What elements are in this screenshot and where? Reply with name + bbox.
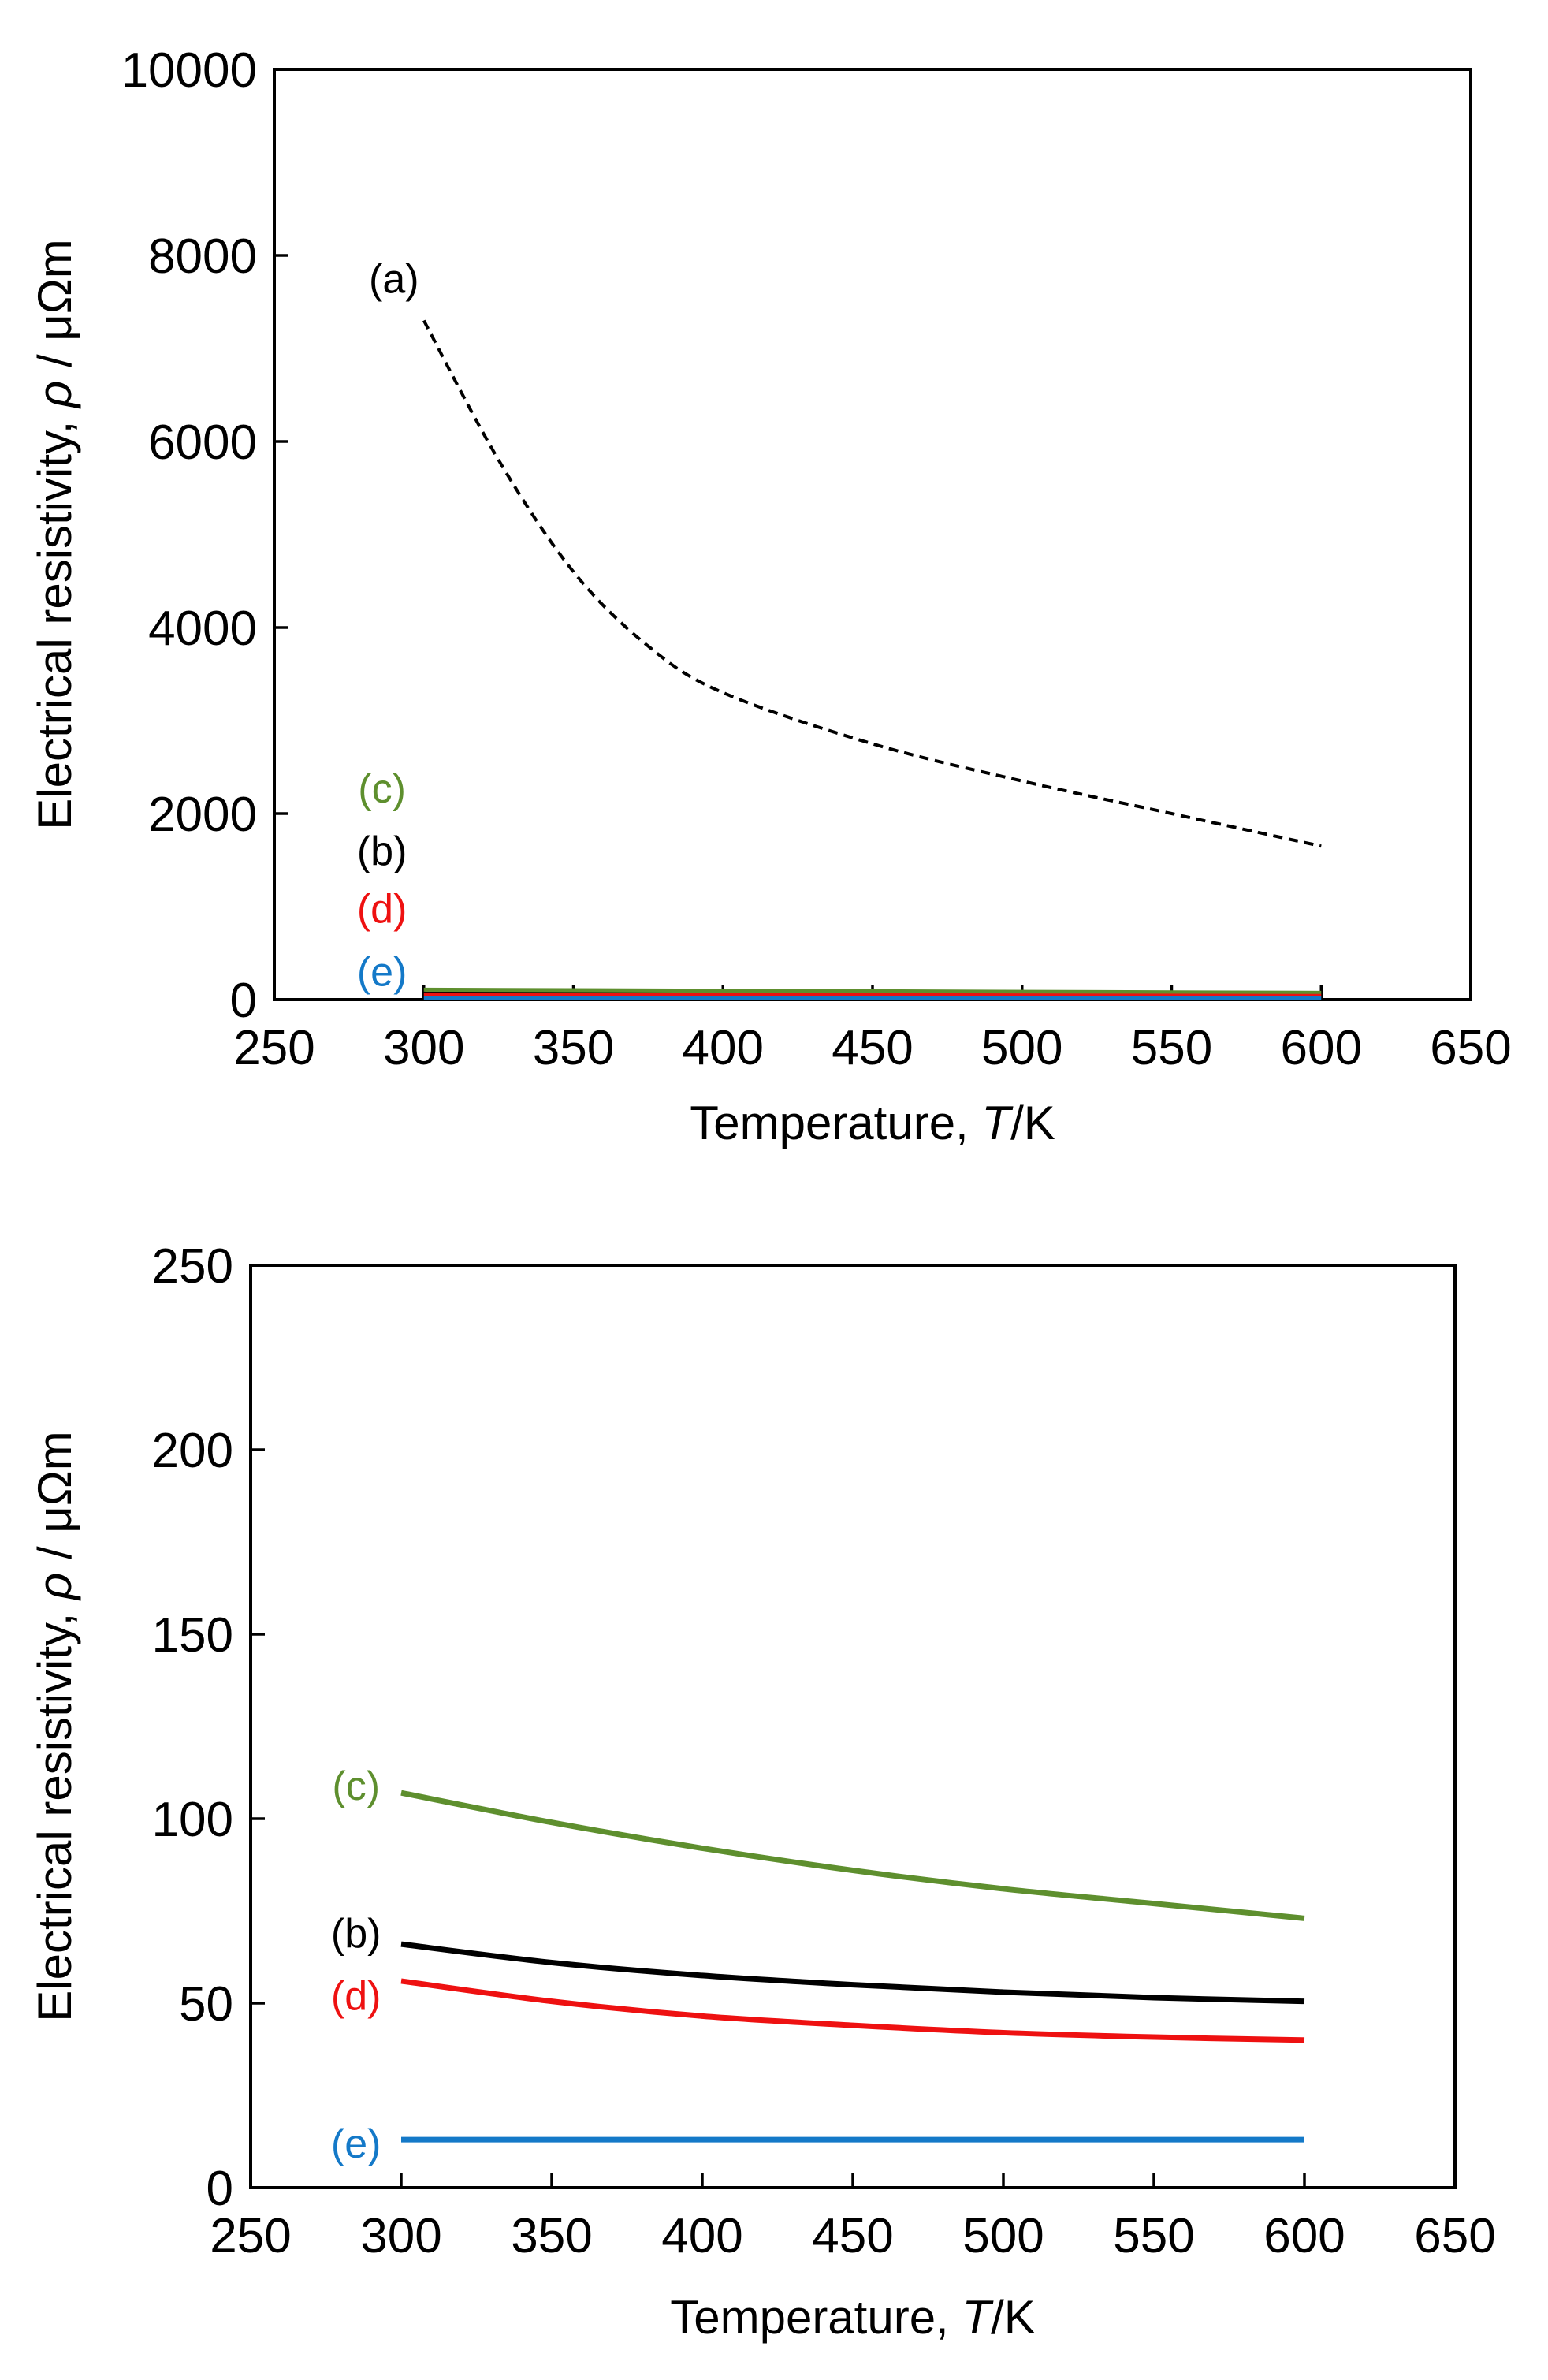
x-tick-label: 600 bbox=[1281, 1021, 1362, 1075]
x-tick-label: 350 bbox=[533, 1021, 614, 1075]
y-tick-label: 6000 bbox=[148, 415, 257, 470]
y-tick-label: 10000 bbox=[121, 43, 257, 98]
plot-frame bbox=[273, 68, 1472, 1001]
series-label-c: (c) bbox=[332, 1764, 380, 1809]
y-axis-label: Electrical resistivity, ρ / μΩm bbox=[28, 239, 81, 829]
series-line-c bbox=[423, 987, 1322, 995]
y-axis-variable: ρ bbox=[28, 381, 81, 409]
x-tick-label: 300 bbox=[383, 1021, 464, 1075]
x-tick-label: 500 bbox=[981, 1021, 1062, 1075]
x-tick-label: 350 bbox=[511, 2209, 592, 2263]
x-tick-label: 550 bbox=[1113, 2209, 1194, 2263]
series-line-b bbox=[400, 1941, 1305, 2005]
x-axis-unit: /K bbox=[991, 2291, 1036, 2344]
series-label-b: (b) bbox=[331, 1911, 381, 1957]
x-tick-label: 400 bbox=[683, 1021, 764, 1075]
y-axis-label-text: Electrical resistivity, bbox=[28, 1600, 81, 2022]
series-line-a bbox=[422, 319, 1322, 848]
chart-1: 250 300 350 400 450 500 550 600 650 0 2000 4000 6000… bbox=[28, 43, 1512, 1149]
series-label-d: (d) bbox=[331, 1974, 381, 2020]
series-label-e: (e) bbox=[357, 950, 407, 996]
y-axis-unit: / μΩm bbox=[28, 239, 81, 380]
y-tick-label: 0 bbox=[207, 2162, 233, 2216]
y-axis-variable: ρ bbox=[28, 1573, 81, 1601]
x-axis-variable: T bbox=[981, 1097, 1014, 1149]
series-label-e: (e) bbox=[331, 2121, 381, 2167]
y-axis-label-text: Electrical resistivity, bbox=[28, 408, 81, 830]
x-tick-label: 550 bbox=[1131, 1021, 1212, 1075]
x-axis-variable: T bbox=[962, 2291, 994, 2344]
y-axis-unit: / μΩm bbox=[28, 1431, 81, 1572]
y-tick-label: 0 bbox=[230, 974, 257, 1028]
y-tick-label: 250 bbox=[152, 1239, 233, 1294]
x-tick-label: 500 bbox=[962, 2209, 1044, 2263]
x-tick-label: 450 bbox=[812, 2209, 893, 2263]
x-tick-label: 600 bbox=[1263, 2209, 1345, 2263]
y-tick-label: 4000 bbox=[148, 602, 257, 656]
y-tick-label: 8000 bbox=[148, 229, 257, 284]
x-tick-label: 450 bbox=[832, 1021, 913, 1075]
x-tick-label: 250 bbox=[233, 1021, 314, 1075]
series-label-d: (d) bbox=[357, 886, 407, 932]
series-line-c bbox=[400, 1790, 1305, 1921]
x-axis-label: Temperature, T/K bbox=[670, 2291, 1036, 2344]
series-label-c: (c) bbox=[358, 766, 406, 812]
x-axis-label: Temperature, T/K bbox=[690, 1097, 1055, 1149]
series-line-d bbox=[400, 1978, 1305, 2043]
plot-frame bbox=[249, 1264, 1457, 2189]
y-tick-label: 200 bbox=[152, 1424, 233, 1478]
y-axis-label: Electrical resistivity, ρ / μΩm bbox=[28, 1431, 81, 2021]
x-tick-label: 300 bbox=[360, 2209, 441, 2263]
x-axis-label-text: Temperature, bbox=[690, 1097, 981, 1149]
x-tick-label: 250 bbox=[210, 2209, 291, 2263]
y-tick-label: 100 bbox=[152, 1793, 233, 1847]
y-tick-label: 2000 bbox=[148, 788, 257, 842]
y-tick-label: 150 bbox=[152, 1608, 233, 1663]
x-tick-label: 650 bbox=[1414, 2209, 1495, 2263]
series-label-a: (a) bbox=[369, 257, 419, 303]
chart-2: 250 300 350 400 450 500 550 600 650 0 50 100 150 200 2… bbox=[28, 1239, 1496, 2344]
x-axis-label-text: Temperature, bbox=[670, 2291, 962, 2344]
x-tick-label: 400 bbox=[661, 2209, 742, 2263]
y-tick-label: 50 bbox=[179, 1977, 233, 2032]
series-line-d bbox=[423, 992, 1322, 998]
x-axis-unit: /K bbox=[1010, 1097, 1055, 1149]
x-tick-label: 650 bbox=[1430, 1021, 1511, 1075]
series-label-b: (b) bbox=[357, 829, 407, 874]
